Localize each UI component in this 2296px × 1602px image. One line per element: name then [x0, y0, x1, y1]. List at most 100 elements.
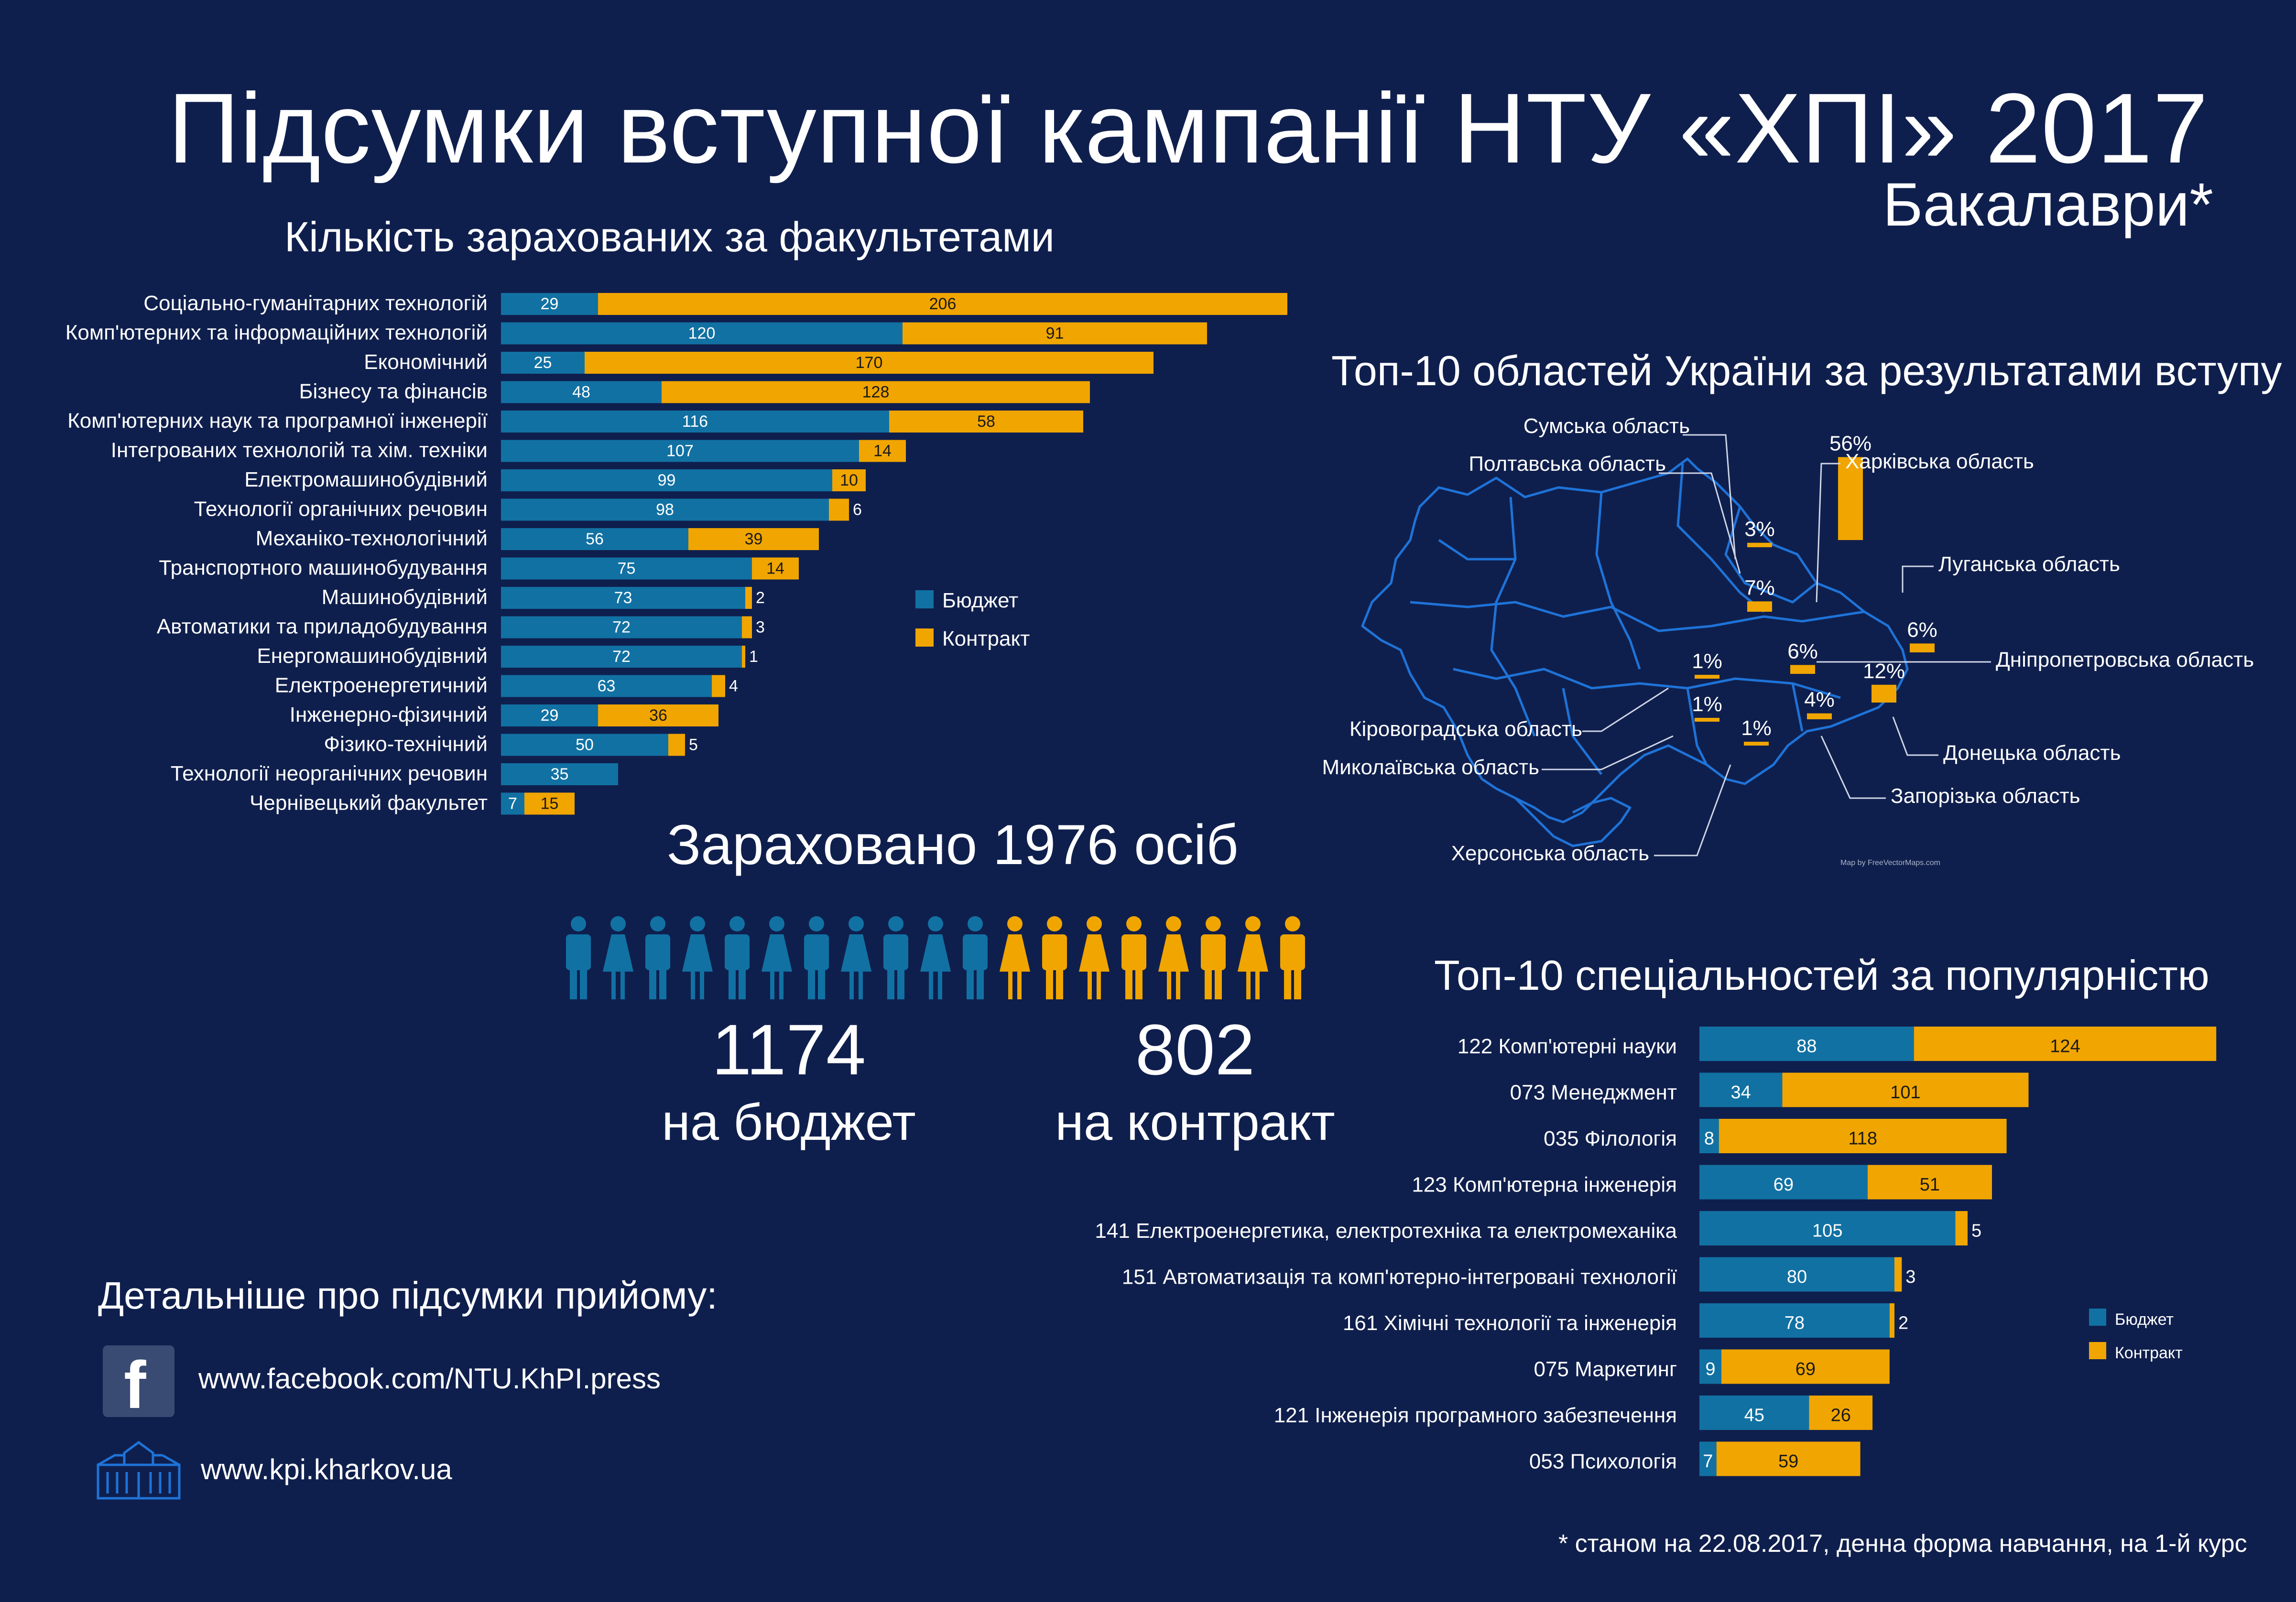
- budget-bar: [1699, 1165, 1868, 1200]
- map-region-label: Запорізька область: [1891, 784, 2080, 808]
- category-label: Транспортного машинобудування: [159, 556, 488, 579]
- budget-value-label: 8: [1704, 1128, 1714, 1148]
- region-line-9: [1791, 683, 1804, 732]
- budget-value-label: 45: [1744, 1405, 1764, 1425]
- contract-value-label: 170: [856, 354, 883, 372]
- page-subtitle: Бакалаври*: [1883, 171, 2213, 239]
- map-value-bar: [1744, 742, 1769, 746]
- contract-value-label: 10: [840, 471, 858, 489]
- region-line-7: [1562, 688, 1602, 775]
- border-path: [1361, 457, 1909, 823]
- person-female-icon: [920, 916, 951, 999]
- site-link[interactable]: www.kpi.kharkov.ua: [201, 1453, 452, 1485]
- contract-value-label: 14: [873, 442, 892, 460]
- contract-label: на контракт: [1055, 1093, 1335, 1151]
- category-label: Бізнесу та фінансів: [299, 379, 488, 403]
- page-title: Підсумки вступної кампанії НТУ «ХПІ» 201…: [168, 73, 2209, 184]
- person-female-icon: [1238, 916, 1268, 999]
- map-value-label: 1%: [1692, 649, 1722, 673]
- budget-value-label: 72: [612, 648, 631, 666]
- budget-bar: [501, 293, 598, 315]
- contract-value-label: 3: [1905, 1267, 1915, 1287]
- contract-value-label: 5: [1971, 1221, 1981, 1241]
- contract-value-label: 6: [853, 501, 862, 519]
- budget-value-label: 35: [551, 765, 569, 783]
- contract-bar: [1719, 1119, 2007, 1153]
- legend-contract-label: Контракт: [942, 627, 1030, 650]
- map-leader-line: [1683, 434, 1736, 560]
- map-value-bar: [1747, 601, 1772, 612]
- budget-bar: [501, 411, 889, 433]
- contract-bar: [1867, 1165, 1992, 1200]
- contract-bar: [832, 469, 866, 491]
- budget-bar: [1699, 1211, 1956, 1245]
- map-value-label: 4%: [1804, 688, 1835, 712]
- budget-bar: [501, 557, 752, 580]
- person-female-icon: [603, 916, 633, 999]
- contract-bar: [598, 704, 718, 726]
- map-leader-line: [1582, 687, 1669, 732]
- budget-value-label: 75: [618, 560, 636, 578]
- map-region-label: Харківська область: [1845, 450, 2034, 473]
- category-label: 075 Маркетинг: [1534, 1358, 1677, 1381]
- person-male-icon: [645, 916, 670, 999]
- category-label: Технології неорганічних речовин: [171, 762, 488, 785]
- legend-budget-label: Бюджет: [2115, 1310, 2174, 1329]
- budget-bar: [501, 440, 859, 462]
- enrolled-total: Зараховано 1976 осіб: [667, 813, 1239, 877]
- contract-value-label: 206: [929, 295, 957, 313]
- map-value-bar: [1695, 718, 1719, 722]
- specialty-chart-title: Топ-10 спеціальностей за популярністю: [1434, 952, 2209, 999]
- person-male-icon: [963, 916, 988, 999]
- map-value-label: 12%: [1863, 660, 1905, 683]
- category-label: Механіко-технологічний: [256, 527, 488, 550]
- person-male-icon: [804, 916, 829, 999]
- person-female-icon: [682, 916, 713, 999]
- contract-bar: [1894, 1257, 1902, 1292]
- person-male-icon: [725, 916, 750, 999]
- facebook-icon[interactable]: f: [103, 1345, 174, 1422]
- contract-value-label: 69: [1795, 1359, 1816, 1379]
- budget-value-label: 29: [541, 295, 559, 313]
- map-title: Топ-10 областей України за результатами …: [1331, 347, 2282, 394]
- map-credit: Map by FreeVectorMaps.com: [1840, 859, 1940, 867]
- map-leader-line: [1820, 736, 1886, 799]
- budget-bar: [501, 675, 712, 697]
- contract-bar: [745, 587, 752, 609]
- category-label: 151 Автоматизація та комп'ютерно-інтегро…: [1122, 1266, 1677, 1289]
- person-female-icon: [841, 916, 871, 999]
- map-region-label: Дніпропетровська область: [1996, 648, 2254, 671]
- budget-value-label: 25: [534, 354, 552, 372]
- category-label: Технології органічних речовин: [194, 497, 488, 520]
- contract-bar: [742, 616, 752, 639]
- specialty-chart: 122 Комп'ютерні науки 88 124 073 Менеджмент…: [1095, 1027, 2217, 1476]
- budget-bar: [501, 616, 742, 639]
- category-label: 121 Інженерія програмного забезпечення: [1274, 1404, 1677, 1427]
- category-label: 123 Комп'ютерна інженерія: [1412, 1173, 1677, 1197]
- person-male-icon: [566, 916, 591, 999]
- person-male-icon: [1201, 916, 1226, 999]
- region-line-2: [1595, 492, 1641, 670]
- contract-value-label: 2: [1898, 1313, 1908, 1333]
- region-line-3: [1676, 463, 1765, 613]
- budget-value-label: 48: [572, 383, 590, 401]
- map-value-label: 56%: [1829, 432, 1872, 455]
- person-female-icon: [762, 916, 792, 999]
- map-value-bar: [1695, 675, 1719, 679]
- budget-value-label: 63: [598, 677, 616, 695]
- budget-value-label: 7: [508, 795, 517, 813]
- map-region-label: Луганська область: [1938, 552, 2120, 576]
- category-label: Інтегрованих технологій та хім. техніки: [111, 438, 488, 462]
- person-male-icon: [1121, 916, 1146, 999]
- budget-bar: [501, 322, 903, 345]
- facebook-link[interactable]: www.facebook.com/NTU.KhPI.press: [198, 1363, 661, 1395]
- budget-bar: [501, 498, 829, 521]
- budget-value-label: 7: [1703, 1451, 1713, 1472]
- contract-bar: [688, 528, 819, 550]
- budget-value-label: 116: [682, 412, 708, 431]
- map-leader-line: [1892, 716, 1938, 756]
- category-label: Енергомашинобудівний: [257, 644, 488, 668]
- contract-value-label: 91: [1046, 325, 1064, 343]
- contract-bar: [742, 646, 745, 668]
- map-leader-lines: [1542, 434, 1991, 856]
